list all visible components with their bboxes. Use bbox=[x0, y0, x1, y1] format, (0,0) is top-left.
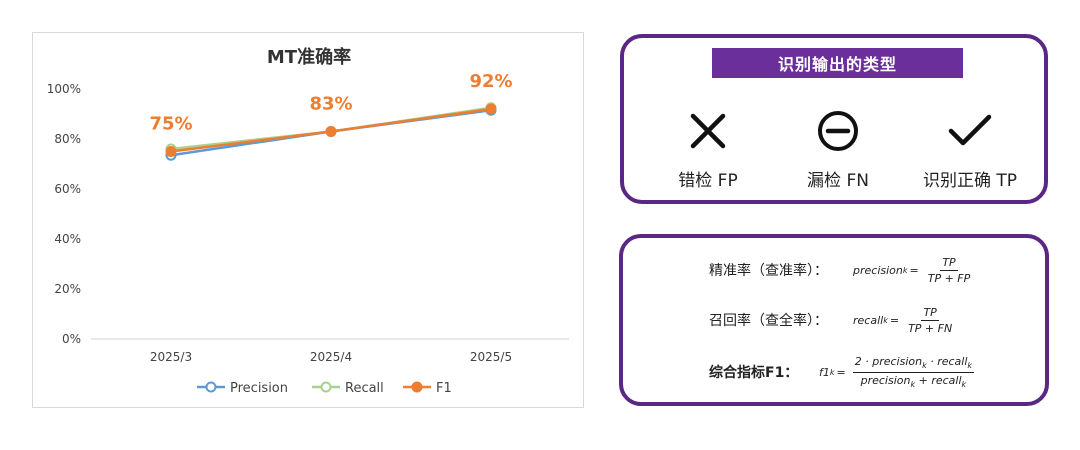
f1-formula: f1 k = 2 · precisionk · recallk precisionk… bbox=[819, 355, 975, 389]
type-item-tp: 识别正确 TP bbox=[900, 108, 1040, 191]
point-f1 bbox=[325, 126, 337, 137]
f1-fraction: 2 · precisionk · recallk precisionk + re… bbox=[852, 355, 975, 389]
precision-denominator: TP + FP bbox=[927, 271, 971, 285]
f1-num-sub-b: k bbox=[967, 361, 973, 371]
precision-fraction: TP TP + FP bbox=[926, 256, 973, 285]
f1-sub: k bbox=[829, 367, 835, 377]
f1-lhs: f1 bbox=[819, 365, 830, 379]
x-tick-label: 2025/4 bbox=[310, 350, 352, 364]
legend-marker-recall bbox=[320, 381, 332, 393]
type-item-fn: 漏检 FN bbox=[768, 108, 908, 191]
y-tick-label: 80% bbox=[54, 132, 81, 146]
f1-num-a: 2 · precision bbox=[854, 355, 923, 369]
y-tick-label: 100% bbox=[47, 82, 81, 96]
cross-icon bbox=[638, 108, 778, 154]
recall-sub: k bbox=[883, 315, 888, 325]
chart-panel: MT准确率 0% 20% 40% 60% 80% 100% 2025/3 2025/4 2025/… bbox=[32, 32, 584, 408]
y-tick-label: 40% bbox=[54, 232, 81, 246]
f1-num-sub-a: k bbox=[922, 361, 927, 371]
legend-label-recall: Recall bbox=[345, 381, 384, 396]
minus-circle-icon bbox=[768, 108, 908, 154]
type-label-tp: 识别正确 TP bbox=[922, 171, 1018, 191]
metric-row-f1: 综合指标F1： f1 k = 2 · precisionk · recallk pr… bbox=[623, 350, 1045, 394]
point-f1 bbox=[165, 146, 177, 157]
point-f1 bbox=[485, 103, 497, 115]
f1-den-b: + recall bbox=[915, 373, 962, 387]
metric-row-recall: 召回率（查全率）： recall k = TP TP + FN bbox=[623, 298, 1045, 342]
output-types-title: 识别输出的类型 bbox=[712, 48, 963, 78]
metrics-card: 精准率（查准率）： precision k = TP TP + FP 召回率（查全率… bbox=[619, 234, 1049, 406]
f1-denominator: precisionk + recallk bbox=[859, 373, 969, 389]
f1-label: 综合指标F1： bbox=[709, 365, 799, 381]
legend-marker-f1 bbox=[411, 381, 423, 393]
y-tick-label: 0% bbox=[62, 332, 81, 346]
type-item-fp: 错检 FP bbox=[638, 108, 778, 191]
f1-den-sub-a: k bbox=[910, 379, 916, 389]
f1-den-sub-b: k bbox=[961, 379, 967, 389]
data-label: 83% bbox=[309, 94, 352, 115]
output-types-card: 识别输出的类型 错检 FP 漏检 FN 识别正确 TP bbox=[620, 34, 1048, 204]
x-tick-label: 2025/5 bbox=[470, 350, 512, 364]
legend-label-precision: Precision bbox=[230, 381, 288, 396]
recall-formula: recall k = TP TP + FN bbox=[853, 305, 954, 335]
precision-formula: precision k = TP TP + FP bbox=[853, 255, 973, 285]
y-tick-label: 20% bbox=[54, 282, 81, 296]
legend-label-f1: F1 bbox=[436, 381, 452, 396]
y-tick-label: 60% bbox=[54, 182, 81, 196]
precision-numerator: TP bbox=[940, 255, 958, 271]
precision-sub: k bbox=[902, 265, 908, 275]
f1-num-b: · recall bbox=[926, 355, 968, 369]
f1-numerator: 2 · precisionk · recallk bbox=[852, 355, 975, 373]
data-label: 75% bbox=[149, 114, 192, 135]
precision-label: 精准率（查准率）： bbox=[709, 263, 828, 279]
recall-denominator: TP + FN bbox=[908, 321, 953, 335]
recall-numerator: TP bbox=[921, 305, 939, 321]
f1-den-a: precision bbox=[860, 373, 911, 387]
recall-lhs: recall bbox=[853, 313, 884, 327]
recall-fraction: TP TP + FN bbox=[906, 306, 954, 335]
line-chart: MT准确率 0% 20% 40% 60% 80% 100% 2025/3 2025/4 2025/… bbox=[47, 46, 569, 396]
data-label: 92% bbox=[469, 71, 512, 92]
check-icon bbox=[900, 108, 1040, 154]
type-label-fp: 错检 FP bbox=[678, 171, 738, 191]
legend-marker-precision bbox=[205, 381, 217, 393]
metric-row-precision: 精准率（查准率）： precision k = TP TP + FP bbox=[623, 248, 1045, 292]
chart-title: MT准确率 bbox=[267, 46, 351, 68]
precision-lhs: precision bbox=[853, 263, 903, 277]
recall-label: 召回率（查全率）： bbox=[709, 313, 828, 329]
x-tick-label: 2025/3 bbox=[150, 350, 192, 364]
type-label-fn: 漏检 FN bbox=[807, 171, 869, 191]
